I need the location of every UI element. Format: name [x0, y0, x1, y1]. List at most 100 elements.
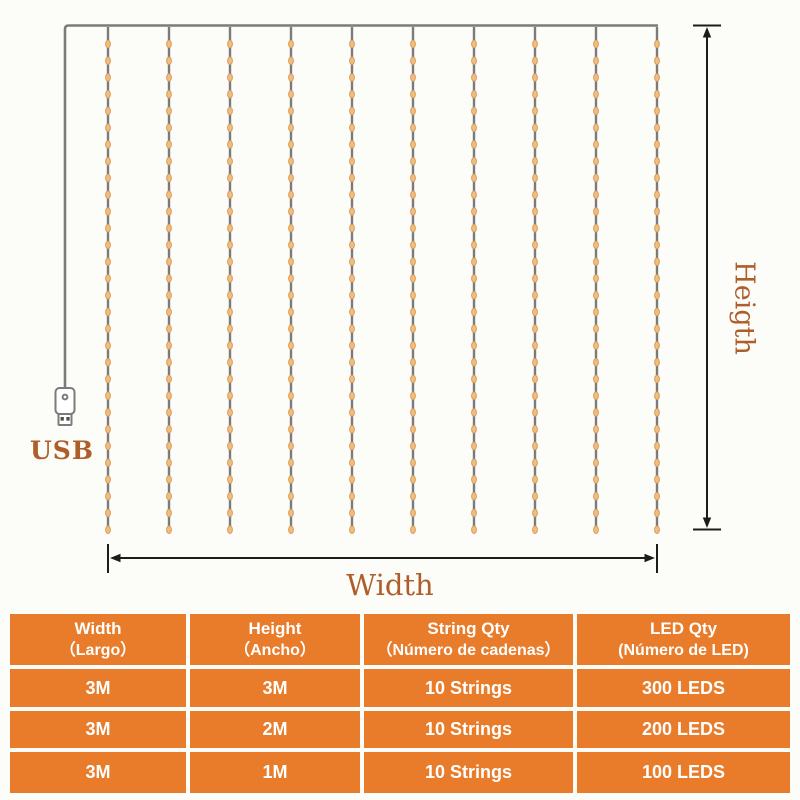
led-bead: [227, 56, 233, 65]
led-bead: [288, 157, 294, 166]
led-bead: [532, 458, 538, 467]
led-bead: [532, 525, 538, 534]
led-bead: [105, 73, 111, 82]
led-bead: [227, 475, 233, 484]
led-bead: [654, 56, 660, 65]
led-bead: [349, 408, 355, 417]
led-bead: [532, 508, 538, 518]
led-bead: [349, 391, 355, 400]
led-bead: [654, 391, 660, 400]
led-bead: [105, 374, 111, 384]
led-bead: [410, 374, 416, 384]
led-bead: [227, 106, 233, 116]
led-bead: [410, 492, 416, 501]
led-bead: [471, 140, 477, 149]
led-bead: [349, 425, 355, 434]
led-bead: [410, 39, 416, 49]
led-bead: [471, 508, 477, 518]
led-bead: [288, 307, 294, 317]
led-bead: [105, 341, 111, 350]
led-bead: [532, 441, 538, 451]
led-bead: [593, 291, 599, 300]
cell-leds-r2: 200 LEDS: [577, 711, 790, 748]
led-bead: [410, 525, 416, 534]
led-bead: [349, 475, 355, 484]
cell-leds-r3: 100 LEDS: [577, 752, 790, 793]
led-bead: [227, 358, 233, 367]
led-bead: [288, 173, 294, 183]
led-bead: [166, 324, 172, 333]
led-bead: [105, 274, 111, 283]
led-bead: [593, 190, 599, 199]
led-bead: [166, 441, 172, 451]
led-bead: [593, 207, 599, 216]
led-bead: [654, 408, 660, 417]
led-bead: [227, 408, 233, 417]
led-bead: [532, 358, 538, 367]
usb-plug-icon: [54, 387, 76, 426]
led-bead: [166, 257, 172, 266]
led-bead: [105, 207, 111, 216]
led-bead: [471, 291, 477, 300]
led-bead: [471, 257, 477, 266]
led-bead: [654, 425, 660, 434]
led-bead: [593, 408, 599, 417]
led-bead: [471, 341, 477, 350]
led-bead: [593, 525, 599, 534]
led-bead: [105, 123, 111, 132]
led-bead: [166, 157, 172, 166]
led-bead: [410, 90, 416, 99]
led-bead: [532, 307, 538, 317]
led-bead: [288, 123, 294, 132]
led-bead: [288, 358, 294, 367]
led-bead: [166, 458, 172, 467]
cell-strings-r2: 10 Strings: [364, 711, 573, 748]
led-bead: [471, 39, 477, 49]
led-bead: [593, 458, 599, 467]
led-bead: [349, 207, 355, 216]
led-bead: [471, 224, 477, 233]
main-wire: [63, 24, 658, 388]
led-bead: [349, 257, 355, 266]
led-bead: [227, 257, 233, 266]
led-bead: [532, 425, 538, 434]
led-bead: [288, 408, 294, 417]
header-height-en: Height: [248, 619, 302, 638]
led-bead: [410, 307, 416, 317]
led-bead: [288, 492, 294, 501]
led-bead: [471, 307, 477, 317]
led-bead: [471, 190, 477, 199]
led-bead: [227, 90, 233, 99]
led-bead: [654, 475, 660, 484]
led-bead: [166, 508, 172, 518]
led-bead: [410, 140, 416, 149]
led-bead: [593, 374, 599, 384]
led-bead: [227, 525, 233, 534]
led-bead: [410, 508, 416, 518]
led-bead: [471, 240, 477, 250]
cell-width-r1: 3M: [10, 669, 186, 707]
led-bead: [593, 106, 599, 116]
led-bead: [288, 207, 294, 216]
led-bead: [532, 274, 538, 283]
led-bead: [349, 324, 355, 333]
led-bead: [288, 257, 294, 266]
led-bead: [654, 39, 660, 49]
led-bead: [349, 508, 355, 518]
cell-strings-r3: 10 Strings: [364, 752, 573, 793]
led-bead: [105, 224, 111, 233]
led-bead: [410, 324, 416, 333]
led-bead: [105, 492, 111, 501]
led-bead: [166, 391, 172, 400]
led-bead: [349, 307, 355, 317]
led-bead: [349, 525, 355, 534]
led-bead: [654, 492, 660, 501]
led-bead: [349, 123, 355, 132]
led-bead: [410, 224, 416, 233]
led-bead: [349, 291, 355, 300]
led-bead: [166, 90, 172, 99]
led-bead: [593, 324, 599, 333]
led-bead: [105, 257, 111, 266]
led-bead: [471, 374, 477, 384]
led-bead: [349, 240, 355, 250]
